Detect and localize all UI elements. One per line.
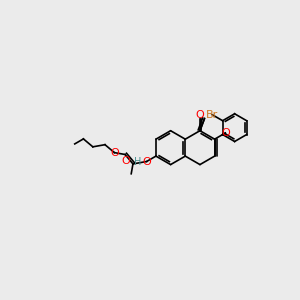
Text: O: O — [221, 128, 230, 138]
Text: O: O — [142, 157, 151, 166]
Text: O: O — [110, 148, 119, 158]
Text: O: O — [122, 156, 130, 166]
Text: H: H — [134, 158, 141, 167]
Text: Br: Br — [206, 110, 218, 119]
Text: O: O — [196, 110, 204, 120]
